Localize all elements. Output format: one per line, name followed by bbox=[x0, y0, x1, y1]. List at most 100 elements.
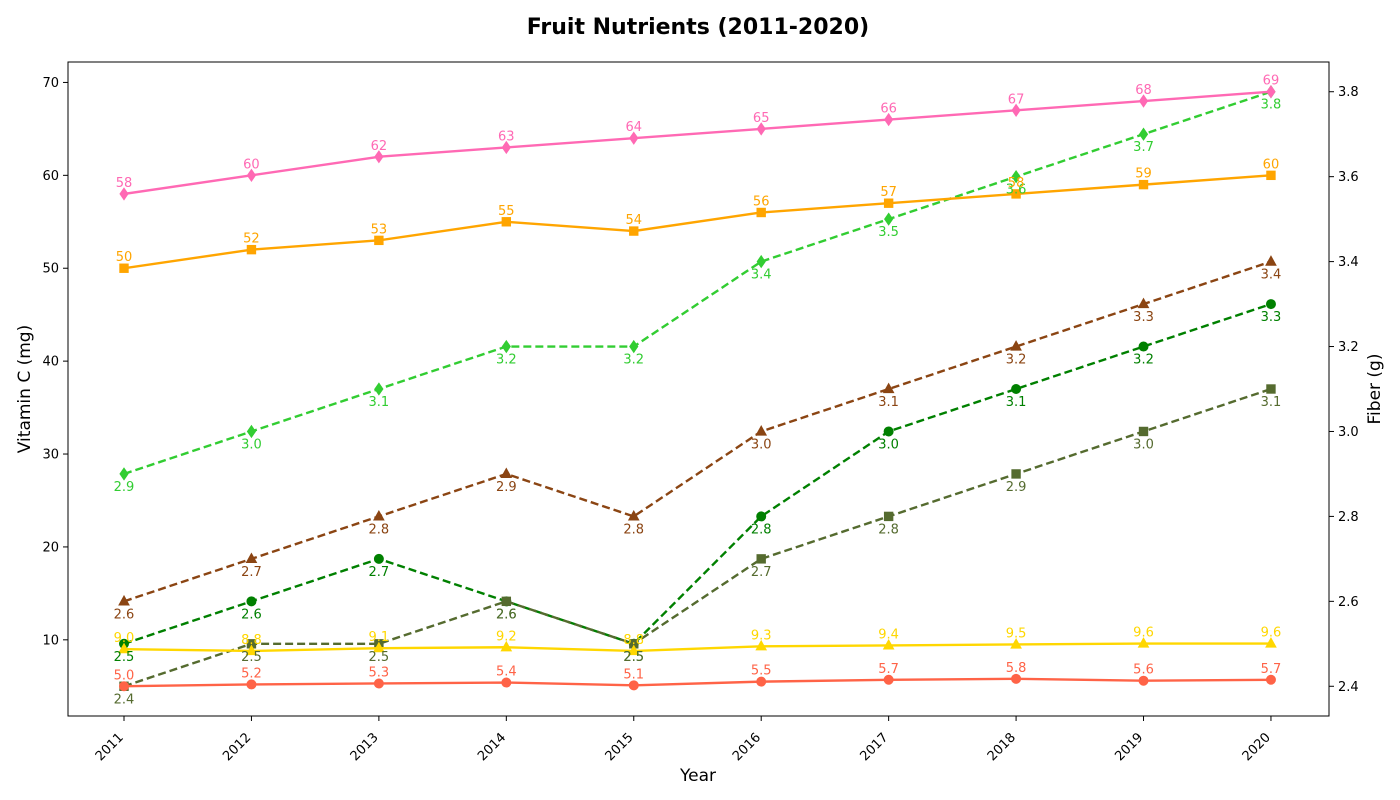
data-point-circle bbox=[119, 681, 129, 692]
data-label: 9.3 bbox=[751, 628, 772, 643]
data-label: 9.6 bbox=[1133, 626, 1154, 641]
data-label: 2.5 bbox=[241, 650, 262, 665]
data-point-circle bbox=[1011, 673, 1022, 684]
data-label: 63 bbox=[498, 129, 515, 144]
data-label: 3.2 bbox=[1006, 353, 1027, 368]
data-point-diamond bbox=[1266, 85, 1276, 99]
data-point-circle bbox=[1265, 299, 1276, 310]
y-left-tick-label: 60 bbox=[42, 169, 59, 184]
data-label: 57 bbox=[880, 185, 897, 200]
y-right-tick-label: 3.6 bbox=[1338, 170, 1359, 185]
data-label: 2.8 bbox=[623, 522, 644, 537]
x-tick-label: 2020 bbox=[1240, 730, 1274, 764]
data-label: 68 bbox=[1135, 83, 1152, 98]
series-0 bbox=[119, 85, 1276, 201]
data-point-diamond bbox=[1011, 169, 1021, 184]
data-label: 55 bbox=[498, 204, 515, 219]
data-label: 5.1 bbox=[623, 667, 644, 682]
data-label: 9.0 bbox=[114, 631, 135, 646]
data-point-triangle bbox=[245, 644, 258, 656]
data-label: 9.2 bbox=[496, 629, 517, 644]
data-label: 54 bbox=[625, 213, 642, 228]
data-label: 58 bbox=[116, 176, 133, 191]
x-tick-label: 2014 bbox=[475, 730, 509, 764]
data-point-diamond bbox=[119, 467, 129, 481]
data-point-triangle bbox=[1010, 638, 1022, 649]
data-label: 8.8 bbox=[241, 633, 262, 648]
data-label: 3.5 bbox=[878, 225, 899, 240]
data-label: 2.7 bbox=[369, 565, 390, 580]
data-point-square bbox=[246, 244, 257, 255]
series-1 bbox=[119, 170, 1276, 273]
data-label: 3.6 bbox=[1006, 183, 1027, 198]
data-point-triangle bbox=[627, 509, 640, 521]
data-label: 60 bbox=[243, 157, 260, 172]
data-point-triangle bbox=[627, 644, 640, 656]
data-point-diamond bbox=[629, 131, 639, 145]
data-point-triangle bbox=[882, 638, 895, 650]
data-label: 9.6 bbox=[1261, 626, 1282, 641]
data-label: 2.5 bbox=[114, 650, 135, 665]
series-line bbox=[123, 302, 1272, 646]
y-left-tick-label: 20 bbox=[42, 540, 59, 555]
series-line bbox=[123, 677, 1271, 688]
data-label: 3.0 bbox=[751, 437, 772, 452]
data-point-diamond bbox=[246, 424, 257, 439]
x-tick-label: 2019 bbox=[1112, 730, 1146, 764]
data-label: 5.2 bbox=[241, 666, 262, 681]
data-label: 3.1 bbox=[878, 395, 899, 410]
data-label: 5.0 bbox=[114, 668, 135, 683]
data-point-circle bbox=[501, 677, 512, 688]
data-point-diamond bbox=[374, 382, 384, 396]
data-point-circle bbox=[246, 596, 257, 607]
data-point-diamond bbox=[1011, 103, 1021, 117]
y-axis-right-label: Fiber (g) bbox=[1365, 354, 1385, 425]
y-left-tick-label: 10 bbox=[42, 633, 59, 648]
plot-frame bbox=[67, 61, 1330, 717]
data-label: 3.1 bbox=[369, 395, 390, 410]
data-point-circle bbox=[756, 676, 767, 687]
data-point-square bbox=[501, 217, 512, 227]
ticks-layer: 2011 2012 2013 2014 2015 2016 2017 2018 2019 2020… bbox=[42, 76, 1358, 764]
x-tick-label: 2017 bbox=[857, 730, 891, 764]
data-label: 2.8 bbox=[751, 522, 772, 537]
data-label: 3.2 bbox=[623, 353, 644, 368]
data-point-diamond bbox=[884, 112, 894, 127]
data-point-circle bbox=[373, 553, 384, 564]
data-point-diamond bbox=[1138, 94, 1149, 108]
y-right-tick-label: 3.4 bbox=[1338, 255, 1359, 270]
data-label: 5.3 bbox=[369, 665, 390, 680]
series-2 bbox=[118, 637, 1277, 656]
data-label: 3.8 bbox=[1261, 98, 1282, 113]
data-label: 66 bbox=[880, 102, 897, 117]
data-point-triangle bbox=[755, 639, 768, 651]
data-point-diamond bbox=[501, 339, 511, 354]
data-point-square bbox=[119, 263, 129, 273]
data-label: 3.0 bbox=[241, 437, 262, 452]
data-point-circle bbox=[1265, 674, 1276, 685]
data-label: 56 bbox=[753, 194, 770, 209]
data-point-triangle bbox=[500, 467, 513, 479]
data-point-square bbox=[756, 554, 766, 564]
y-right-tick-label: 3.2 bbox=[1338, 340, 1359, 355]
x-tick-label: 2013 bbox=[348, 730, 382, 764]
data-label: 5.7 bbox=[878, 662, 899, 677]
data-label: 3.3 bbox=[1133, 310, 1154, 325]
data-point-circle bbox=[373, 678, 384, 689]
y-left-tick-label: 40 bbox=[42, 355, 59, 370]
data-point-triangle bbox=[755, 425, 768, 436]
data-point-square bbox=[1011, 189, 1021, 199]
data-label: 3.2 bbox=[1133, 353, 1154, 368]
data-label: 2.5 bbox=[369, 650, 390, 665]
data-label: 52 bbox=[243, 232, 260, 247]
data-label: 3.0 bbox=[1133, 437, 1154, 452]
series-line bbox=[123, 90, 1272, 196]
y-right-tick-label: 2.6 bbox=[1338, 595, 1359, 610]
data-label: 2.5 bbox=[623, 650, 644, 665]
data-label: 2.5 bbox=[623, 650, 644, 665]
data-label: 62 bbox=[371, 139, 388, 154]
data-point-square bbox=[1266, 384, 1276, 394]
data-label: 5.4 bbox=[496, 665, 517, 680]
x-tick-label: 2016 bbox=[730, 730, 764, 764]
